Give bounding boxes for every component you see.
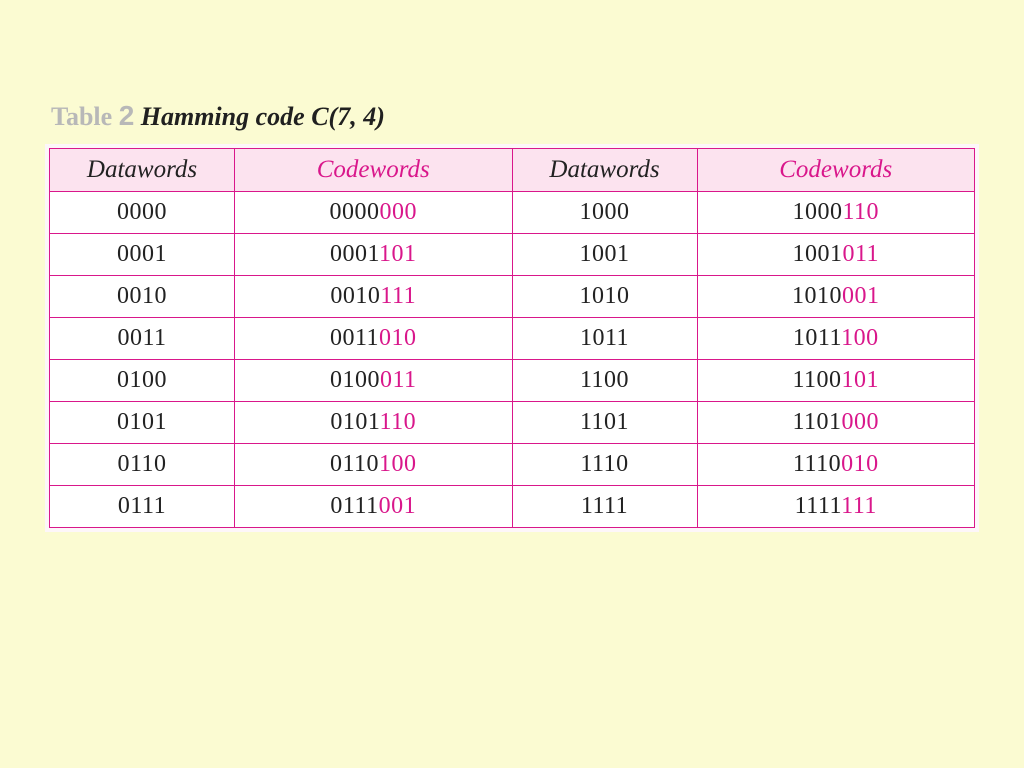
codeword-data-bits: 1111 bbox=[795, 493, 841, 519]
dataword-cell: 1111 bbox=[512, 486, 697, 528]
codeword-data-bits: 1101 bbox=[792, 409, 841, 435]
table-row: 0100010001111001100101 bbox=[50, 360, 975, 402]
col-header-codewords-2: Codewords bbox=[697, 149, 975, 192]
codeword-data-bits: 1001 bbox=[792, 241, 842, 267]
codeword-cell: 0111001 bbox=[235, 486, 513, 528]
codeword-cell: 0110100 bbox=[235, 444, 513, 486]
caption-title: Hamming code C(7, 4) bbox=[141, 102, 385, 131]
codeword-parity-bits: 110 bbox=[842, 199, 879, 225]
dataword-cell: 1100 bbox=[512, 360, 697, 402]
col-header-datawords-1: Datawords bbox=[50, 149, 235, 192]
codeword-parity-bits: 100 bbox=[841, 325, 879, 351]
codeword-parity-bits: 010 bbox=[841, 451, 879, 477]
codeword-data-bits: 1110 bbox=[793, 451, 841, 477]
table-header-row: Datawords Codewords Datawords Codewords bbox=[50, 149, 975, 192]
dataword-cell: 0111 bbox=[50, 486, 235, 528]
codeword-parity-bits: 100 bbox=[379, 451, 417, 477]
dataword-cell: 0001 bbox=[50, 234, 235, 276]
codeword-data-bits: 0011 bbox=[330, 325, 379, 351]
table-row: 0111011100111111111111 bbox=[50, 486, 975, 528]
codeword-parity-bits: 001 bbox=[379, 493, 417, 519]
table-row: 0000000000010001000110 bbox=[50, 192, 975, 234]
dataword-cell: 0100 bbox=[50, 360, 235, 402]
codeword-cell: 0100011 bbox=[235, 360, 513, 402]
dataword-cell: 0000 bbox=[50, 192, 235, 234]
codeword-data-bits: 1000 bbox=[792, 199, 842, 225]
codeword-parity-bits: 000 bbox=[380, 199, 418, 225]
table-body: 0000000000010001000110000100011011001100… bbox=[50, 192, 975, 528]
codeword-data-bits: 0111 bbox=[330, 493, 378, 519]
slide-container: Table 2 Hamming code C(7, 4) Datawords C… bbox=[0, 0, 1024, 532]
col-header-datawords-2: Datawords bbox=[512, 149, 697, 192]
dataword-cell: 0101 bbox=[50, 402, 235, 444]
codeword-parity-bits: 000 bbox=[842, 409, 880, 435]
hamming-table: Datawords Codewords Datawords Codewords … bbox=[49, 148, 975, 528]
caption-number: 2 bbox=[119, 100, 135, 131]
codeword-parity-bits: 110 bbox=[380, 409, 417, 435]
dataword-cell: 1001 bbox=[512, 234, 697, 276]
codeword-cell: 1000110 bbox=[697, 192, 975, 234]
codeword-cell: 1001011 bbox=[697, 234, 975, 276]
codeword-data-bits: 0001 bbox=[330, 241, 379, 267]
codeword-data-bits: 0101 bbox=[330, 409, 379, 435]
codeword-cell: 1010001 bbox=[697, 276, 975, 318]
codeword-cell: 1101000 bbox=[697, 402, 975, 444]
codeword-data-bits: 1100 bbox=[792, 367, 841, 393]
dataword-cell: 1101 bbox=[512, 402, 697, 444]
codeword-data-bits: 0010 bbox=[330, 283, 380, 309]
codeword-parity-bits: 101 bbox=[842, 367, 880, 393]
dataword-cell: 0011 bbox=[50, 318, 235, 360]
caption-label: Table bbox=[51, 102, 112, 131]
table-wrap: Datawords Codewords Datawords Codewords … bbox=[45, 144, 979, 532]
dataword-cell: 1010 bbox=[512, 276, 697, 318]
table-row: 0010001011110101010001 bbox=[50, 276, 975, 318]
codeword-parity-bits: 111 bbox=[380, 283, 416, 309]
codeword-parity-bits: 111 bbox=[841, 493, 877, 519]
dataword-cell: 0010 bbox=[50, 276, 235, 318]
dataword-cell: 1110 bbox=[512, 444, 697, 486]
codeword-cell: 1110010 bbox=[697, 444, 975, 486]
table-caption: Table 2 Hamming code C(7, 4) bbox=[51, 100, 979, 132]
table-row: 0001000110110011001011 bbox=[50, 234, 975, 276]
table-row: 0011001101010111011100 bbox=[50, 318, 975, 360]
codeword-parity-bits: 001 bbox=[842, 283, 880, 309]
codeword-cell: 0011010 bbox=[235, 318, 513, 360]
dataword-cell: 1000 bbox=[512, 192, 697, 234]
codeword-cell: 1111111 bbox=[697, 486, 975, 528]
codeword-parity-bits: 101 bbox=[379, 241, 417, 267]
codeword-data-bits: 1011 bbox=[793, 325, 841, 351]
dataword-cell: 1011 bbox=[512, 318, 697, 360]
codeword-parity-bits: 011 bbox=[380, 367, 417, 393]
table-row: 0110011010011101110010 bbox=[50, 444, 975, 486]
codeword-data-bits: 1010 bbox=[792, 283, 842, 309]
codeword-cell: 1011100 bbox=[697, 318, 975, 360]
codeword-cell: 0001101 bbox=[235, 234, 513, 276]
table-row: 0101010111011011101000 bbox=[50, 402, 975, 444]
codeword-parity-bits: 011 bbox=[842, 241, 879, 267]
codeword-cell: 0010111 bbox=[235, 276, 513, 318]
col-header-codewords-1: Codewords bbox=[235, 149, 513, 192]
codeword-data-bits: 0000 bbox=[330, 199, 380, 225]
dataword-cell: 0110 bbox=[50, 444, 235, 486]
codeword-parity-bits: 010 bbox=[379, 325, 417, 351]
codeword-cell: 1100101 bbox=[697, 360, 975, 402]
codeword-cell: 0101110 bbox=[235, 402, 513, 444]
codeword-data-bits: 0110 bbox=[330, 451, 379, 477]
codeword-data-bits: 0100 bbox=[330, 367, 380, 393]
codeword-cell: 0000000 bbox=[235, 192, 513, 234]
